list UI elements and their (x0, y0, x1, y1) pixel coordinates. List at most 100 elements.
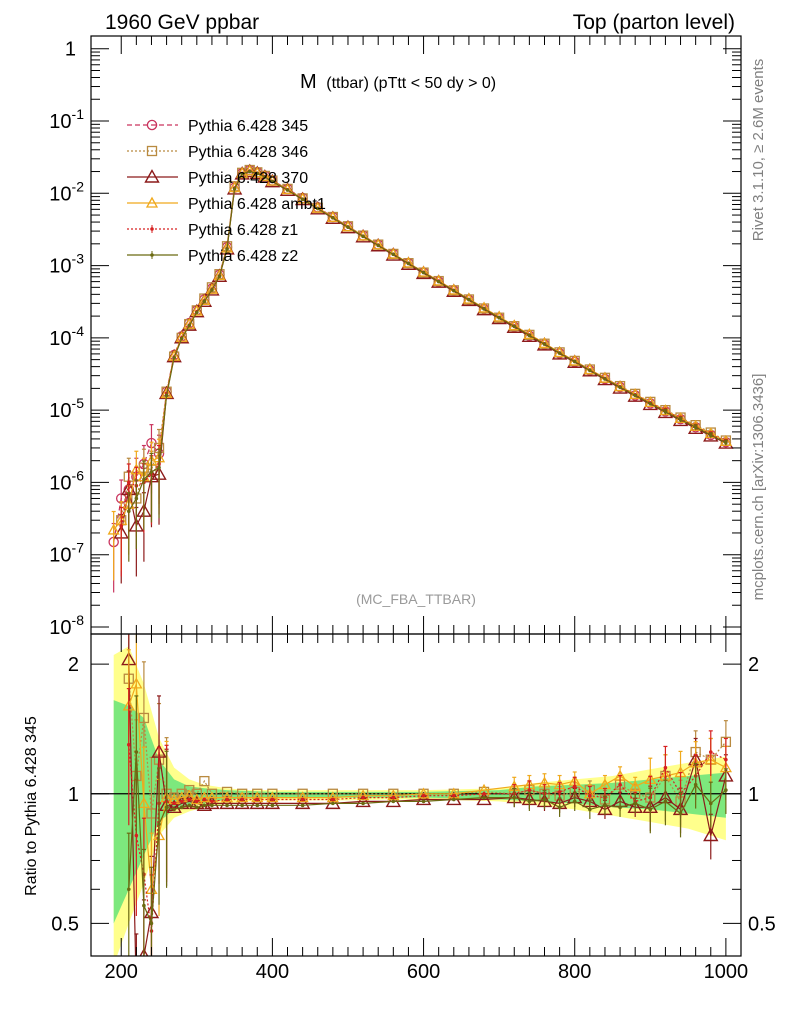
data-point (678, 417, 683, 422)
data-point (557, 805, 562, 810)
ratio-y-tick-label-left: 0.5 (51, 913, 79, 935)
data-point (451, 797, 456, 802)
data-point (482, 795, 486, 800)
data-point (157, 822, 161, 826)
data-point (703, 827, 719, 842)
data-point (618, 805, 622, 810)
data-point (126, 887, 131, 892)
data-point (249, 795, 265, 810)
data-point (187, 803, 192, 808)
data-point (527, 788, 532, 792)
legend-marker (146, 119, 158, 131)
data-point (708, 433, 713, 438)
data-point (217, 274, 222, 279)
data-point (126, 480, 131, 485)
y-tick-label: 10-1 (49, 106, 84, 133)
data-point (126, 742, 131, 747)
y-tick-label: 10-6 (49, 467, 84, 494)
data-point (164, 805, 169, 810)
data-point (232, 186, 237, 191)
rivet-label: Rivet 3.1.10, ≥ 2.6M events (750, 59, 767, 242)
data-point (234, 795, 250, 810)
data-point (421, 793, 426, 798)
y-tick-base: 10 (49, 545, 71, 567)
data-point (134, 833, 139, 838)
y-tick-base: 10 (49, 400, 71, 422)
data-point (325, 795, 341, 810)
series-4 (126, 695, 728, 956)
data-point (179, 805, 184, 810)
main-axis-ticks: 10-810-710-610-510-410-310-210-11 (49, 36, 741, 639)
data-point (527, 799, 532, 804)
y-tick-label: 10-3 (49, 251, 84, 278)
data-point (175, 330, 188, 342)
data-point (225, 803, 229, 808)
data-point (296, 791, 309, 803)
data-point (300, 797, 305, 802)
legend-label: Pythia 6.428 z1 (188, 222, 298, 239)
data-point (482, 307, 486, 311)
data-point (603, 803, 607, 808)
data-point (693, 782, 698, 787)
data-point (138, 712, 150, 724)
legend-marker (145, 196, 159, 208)
data-point (415, 791, 432, 806)
y-tick-exponent: -1 (72, 106, 85, 122)
data-point (243, 164, 256, 176)
data-point (263, 175, 267, 179)
data-point (157, 465, 161, 470)
data-point (142, 477, 146, 482)
y-tick-base: 10 (49, 472, 71, 494)
data-point (633, 393, 637, 398)
data-point (210, 803, 214, 808)
data-point (693, 425, 698, 430)
main-series-group (107, 163, 734, 593)
data-point (130, 984, 143, 996)
data-point (119, 524, 124, 528)
data-point (542, 342, 547, 346)
data-point (202, 299, 207, 304)
data-point (512, 324, 517, 329)
data-point (451, 288, 456, 293)
data-point (663, 409, 668, 414)
data-point (137, 797, 151, 809)
data-point (225, 247, 229, 251)
data-point (195, 310, 199, 315)
data-point (266, 791, 279, 803)
data-point (149, 470, 154, 474)
data-point (326, 791, 339, 803)
y-tick-label: 10-2 (49, 178, 84, 205)
data-point (190, 304, 203, 316)
ratio-y-tick-label-left: 2 (68, 654, 79, 676)
data-point (678, 811, 683, 816)
data-point (542, 797, 547, 802)
data-point (527, 333, 532, 338)
data-point (663, 799, 668, 804)
data-point (213, 269, 226, 281)
analysis-label: (MC_FBA_TTBAR) (356, 591, 476, 607)
data-point (210, 288, 214, 292)
ratio-axis-ticks: 0.5 0.5 1 1 2 2 200 400 600 800 1000 (51, 634, 776, 983)
data-point (391, 795, 396, 800)
plot-title: M (ttbar) (pTtt < 50 dy > 0) (300, 71, 496, 93)
data-point (406, 261, 411, 266)
y-tick-exponent: -7 (72, 540, 85, 556)
data-point (179, 799, 184, 804)
data-point (219, 795, 235, 810)
data-point (240, 797, 244, 802)
legend: Pythia 6.428 345 Pythia 6.428 346 Pythia 6… (127, 118, 326, 265)
data-point (134, 496, 139, 501)
data-point (361, 234, 365, 239)
data-point (708, 750, 713, 754)
data-point (240, 803, 244, 808)
data-point (270, 803, 275, 808)
data-point (255, 797, 260, 802)
data-point (142, 903, 146, 908)
data-point (139, 948, 149, 956)
data-point (557, 351, 562, 355)
data-point (190, 793, 203, 805)
data-point (482, 791, 486, 796)
data-point (198, 791, 211, 803)
data-point (572, 359, 577, 364)
